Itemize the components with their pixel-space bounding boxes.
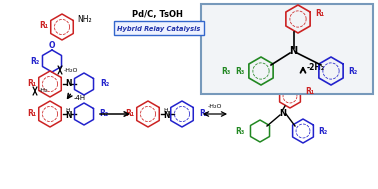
Text: N: N [279, 108, 287, 118]
Text: R₂: R₂ [199, 109, 208, 119]
Text: R₁: R₁ [315, 9, 324, 19]
Text: N: N [66, 78, 72, 88]
Text: R₂: R₂ [348, 67, 357, 75]
Text: R₁: R₁ [39, 22, 49, 30]
Text: R₂: R₂ [99, 109, 108, 119]
Text: N: N [289, 46, 297, 56]
Text: Hybrid Relay Catalysis: Hybrid Relay Catalysis [117, 26, 201, 32]
Text: O: O [49, 42, 55, 50]
Text: NH₂: NH₂ [77, 15, 91, 23]
Text: R₁: R₁ [27, 80, 37, 88]
FancyBboxPatch shape [201, 4, 373, 94]
Text: R₃: R₃ [222, 67, 231, 75]
Text: -2H₂: -2H₂ [307, 64, 325, 73]
Text: R₂: R₂ [100, 80, 109, 88]
Text: -H₂: -H₂ [39, 88, 48, 94]
Text: R₂: R₂ [318, 126, 327, 136]
Text: N: N [65, 111, 71, 119]
Text: Pd/C, TsOH: Pd/C, TsOH [132, 9, 183, 19]
Text: R₂: R₂ [30, 57, 40, 66]
Text: O: O [239, 51, 245, 60]
FancyBboxPatch shape [114, 21, 204, 35]
Text: -H₂O: -H₂O [208, 105, 222, 109]
Text: R₁: R₁ [125, 109, 135, 119]
Text: N: N [163, 111, 169, 119]
Text: R₁: R₁ [305, 88, 314, 97]
Text: H: H [66, 108, 70, 114]
Text: R₃: R₃ [235, 67, 244, 75]
Text: -4H: -4H [74, 95, 86, 101]
Text: R₁: R₁ [27, 109, 37, 119]
Text: R₃: R₃ [236, 126, 245, 136]
Text: H: H [164, 108, 168, 114]
Text: -H₂O: -H₂O [64, 67, 79, 73]
